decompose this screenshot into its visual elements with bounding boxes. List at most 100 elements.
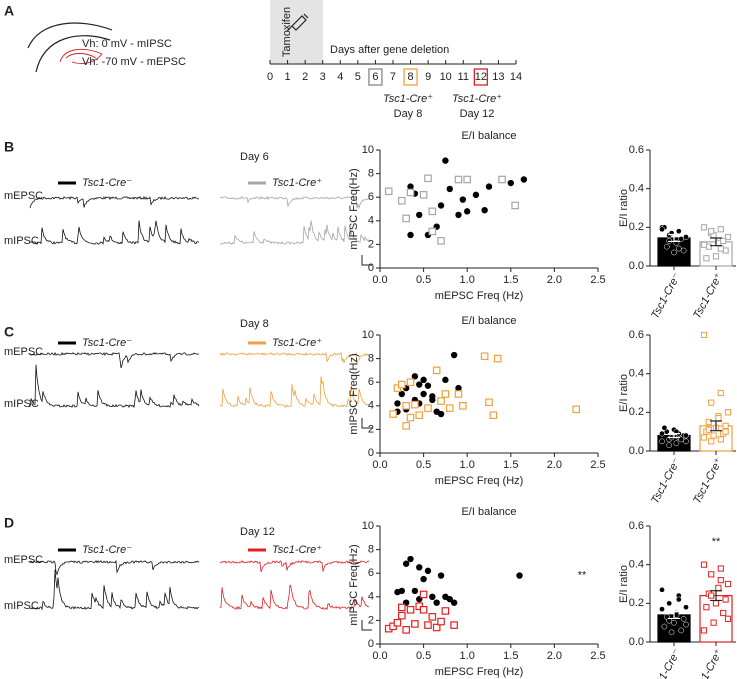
genotype-label: Tsc1-Cre⁺ bbox=[383, 93, 433, 105]
data-point bbox=[398, 390, 405, 398]
data-point bbox=[411, 373, 419, 380]
data-point bbox=[678, 236, 685, 242]
data-point bbox=[705, 426, 712, 433]
data-point bbox=[450, 351, 458, 359]
current-trace bbox=[29, 195, 200, 209]
y-tick-label: 0 bbox=[368, 262, 374, 274]
data-point bbox=[446, 595, 453, 603]
y-tick-label: 0.6 bbox=[629, 329, 644, 341]
tamoxifen-window bbox=[270, 0, 323, 64]
y-axis-label: E/I ratio bbox=[618, 374, 630, 412]
panel-label: B bbox=[4, 139, 14, 155]
y-tick-label: 10 bbox=[362, 144, 374, 156]
data-point bbox=[715, 584, 722, 591]
data-point bbox=[472, 191, 480, 199]
timeline-tick-label: 6 bbox=[372, 71, 378, 83]
legend-label: Tsc1-Cre⁻ bbox=[82, 544, 132, 556]
category-label: Tsc1-Cre⁺ bbox=[691, 456, 725, 506]
data-point bbox=[398, 603, 406, 612]
data-point bbox=[722, 596, 729, 603]
error-bar bbox=[710, 590, 722, 602]
data-point bbox=[710, 432, 717, 439]
day-highlight bbox=[473, 68, 488, 86]
data-point bbox=[416, 564, 423, 571]
error-bar bbox=[668, 433, 680, 439]
data-point bbox=[424, 382, 432, 389]
data-point bbox=[402, 402, 410, 410]
data-point bbox=[454, 390, 463, 398]
data-point bbox=[480, 352, 489, 361]
timeline-tick-label: 3 bbox=[320, 71, 326, 83]
data-point bbox=[700, 561, 708, 568]
data-point bbox=[398, 196, 406, 205]
data-point bbox=[715, 415, 722, 422]
timeline-tick-label: 10 bbox=[440, 71, 452, 83]
data-point bbox=[683, 234, 689, 240]
data-point bbox=[724, 409, 732, 416]
data-point bbox=[454, 175, 463, 184]
data-point bbox=[407, 183, 414, 190]
data-point bbox=[717, 389, 724, 397]
data-point bbox=[406, 413, 415, 422]
data-point bbox=[406, 378, 415, 387]
trace-label: mIPSC bbox=[4, 235, 39, 247]
day-label: Day 12 bbox=[460, 108, 495, 120]
x-tick-label: 0.0 bbox=[372, 274, 387, 286]
data-point bbox=[445, 404, 454, 412]
current-trace bbox=[29, 364, 200, 409]
data-point bbox=[411, 400, 419, 409]
data-point bbox=[663, 243, 670, 250]
data-point bbox=[420, 376, 427, 384]
current-trace bbox=[219, 560, 370, 573]
error-bar bbox=[710, 237, 722, 247]
data-point bbox=[722, 422, 729, 429]
data-point bbox=[424, 174, 432, 183]
y-tick-label: 8 bbox=[368, 544, 374, 556]
data-point bbox=[437, 617, 445, 626]
data-point bbox=[398, 611, 406, 620]
x-tick-label: 2.5 bbox=[590, 274, 605, 286]
panel-label: D bbox=[4, 515, 14, 531]
data-point bbox=[720, 237, 727, 244]
data-point bbox=[708, 438, 715, 445]
data-point bbox=[437, 397, 445, 405]
x-axis-label: mEPSC Freq (Hz) bbox=[435, 290, 524, 302]
trace-label: mIPSC bbox=[4, 600, 39, 612]
x-tick-label: 1.0 bbox=[460, 274, 475, 286]
legend-label: Tsc1-Cre⁺ bbox=[272, 177, 322, 189]
data-point bbox=[485, 183, 493, 190]
data-point bbox=[659, 430, 665, 437]
day-label: Day 8 bbox=[394, 108, 423, 120]
x-tick-label: 2.0 bbox=[547, 459, 562, 471]
data-point bbox=[398, 380, 406, 389]
data-point bbox=[402, 560, 410, 567]
data-point bbox=[406, 605, 415, 614]
timeline-tick-label: 2 bbox=[302, 71, 308, 83]
data-point bbox=[507, 179, 514, 187]
x-tick-label: 2.0 bbox=[547, 274, 562, 286]
data-point bbox=[572, 405, 581, 414]
data-point bbox=[717, 436, 724, 443]
data-point bbox=[700, 224, 708, 231]
data-point bbox=[671, 619, 677, 626]
timeline-tick-label: 7 bbox=[390, 71, 396, 83]
data-point bbox=[683, 621, 689, 628]
data-point bbox=[668, 629, 675, 636]
y-tick-label: 10 bbox=[362, 520, 374, 532]
data-point bbox=[429, 396, 436, 404]
data-point bbox=[720, 609, 727, 617]
data-point bbox=[661, 424, 668, 431]
data-point bbox=[459, 402, 467, 410]
data-point bbox=[420, 390, 427, 398]
data-point bbox=[724, 615, 732, 622]
current-trace bbox=[29, 351, 200, 369]
data-point bbox=[493, 354, 502, 363]
data-point bbox=[666, 442, 673, 449]
timeline-tick-label: 1 bbox=[285, 71, 291, 83]
holding-note: Vh: 0 mV - mIPSC bbox=[82, 38, 172, 50]
data-point bbox=[420, 575, 427, 583]
data-point bbox=[428, 613, 437, 621]
y-tick-label: 2 bbox=[368, 423, 374, 435]
y-tick-label: 4 bbox=[368, 400, 374, 412]
data-point bbox=[393, 618, 402, 627]
